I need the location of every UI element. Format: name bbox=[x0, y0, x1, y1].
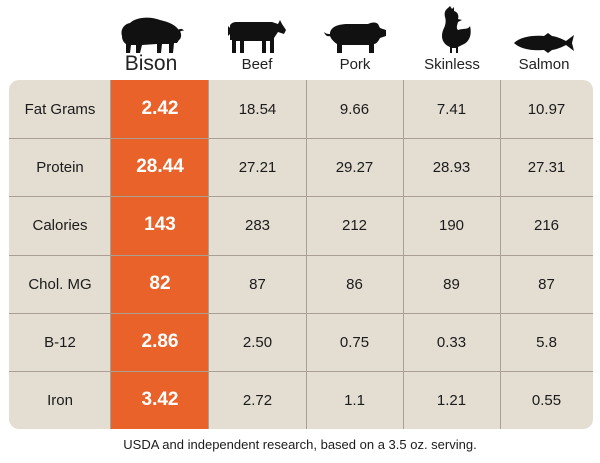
grid-hline bbox=[9, 138, 593, 139]
row-label: B-12 bbox=[44, 333, 76, 351]
column-header-pork: Pork bbox=[339, 56, 371, 73]
grid-vline bbox=[110, 80, 111, 429]
table-cell-bison: 2.42 bbox=[141, 98, 179, 119]
table-cell-beef: 87 bbox=[249, 275, 266, 293]
table-cell-beef: 2.50 bbox=[242, 333, 273, 351]
grid-hline bbox=[9, 196, 593, 197]
column-header-salmon: Salmon bbox=[518, 56, 570, 73]
row-label: Protein bbox=[36, 158, 84, 176]
table-cell-pork: 86 bbox=[346, 275, 363, 293]
column-header-bison: Bison bbox=[124, 52, 178, 75]
table-cell-beef: 2.72 bbox=[242, 391, 273, 409]
column-header-row: Bison Beef Pork Skinless Salmon bbox=[0, 0, 600, 78]
table-cell-skinless: 89 bbox=[443, 275, 460, 293]
row-label: Calories bbox=[32, 216, 88, 234]
table-cell-bison: 3.42 bbox=[141, 389, 179, 410]
table-cell-bison: 2.86 bbox=[141, 331, 179, 352]
table-cell-beef: 283 bbox=[244, 216, 271, 234]
column-header-beef: Beef bbox=[241, 56, 273, 73]
grid-vline bbox=[403, 80, 404, 429]
table-cell-skinless: 0.33 bbox=[436, 333, 467, 351]
table-cell-bison: 28.44 bbox=[136, 156, 184, 177]
fish-icon bbox=[500, 6, 588, 54]
table-cell-pork: 9.66 bbox=[339, 100, 370, 118]
table-cell-bison: 143 bbox=[144, 214, 176, 235]
table-cell-pork: 29.27 bbox=[335, 158, 374, 176]
row-label: Fat Grams bbox=[24, 100, 96, 118]
table-cell-bison: 82 bbox=[149, 273, 171, 294]
table-cell-salmon: 10.97 bbox=[527, 100, 566, 118]
chicken-icon bbox=[404, 6, 500, 54]
pig-icon bbox=[306, 6, 404, 54]
table-cell-salmon: 87 bbox=[538, 275, 555, 293]
nutrition-table: Fat Grams 2.42 18.54 9.66 7.41 10.97 Protein 28… bbox=[9, 80, 593, 429]
grid-hline bbox=[9, 255, 593, 256]
table-grid: Fat Grams 2.42 18.54 9.66 7.41 10.97 Protein 28… bbox=[9, 80, 593, 429]
row-label: Iron bbox=[47, 391, 73, 409]
table-cell-beef: 27.21 bbox=[238, 158, 277, 176]
grid-vline bbox=[306, 80, 307, 429]
grid-vline bbox=[500, 80, 501, 429]
table-cell-salmon: 5.8 bbox=[536, 333, 557, 351]
table-cell-skinless: 7.41 bbox=[436, 100, 467, 118]
grid-hline bbox=[9, 313, 593, 314]
table-cell-skinless: 28.93 bbox=[432, 158, 471, 176]
row-label: Chol. MG bbox=[28, 275, 92, 293]
table-cell-skinless: 1.21 bbox=[436, 391, 467, 409]
table-cell-pork: 212 bbox=[341, 216, 368, 234]
table-cell-pork: 0.75 bbox=[339, 333, 370, 351]
footnote: USDA and independent research, based on … bbox=[123, 437, 477, 452]
table-cell-salmon: 0.55 bbox=[531, 391, 562, 409]
table-cell-pork: 1.1 bbox=[344, 391, 365, 409]
bison-icon bbox=[106, 6, 196, 54]
column-header-skinless: Skinless bbox=[424, 56, 480, 73]
table-cell-salmon: 27.31 bbox=[527, 158, 566, 176]
table-cell-salmon: 216 bbox=[533, 216, 560, 234]
cow-icon bbox=[208, 6, 306, 54]
grid-hline bbox=[9, 371, 593, 372]
table-cell-skinless: 190 bbox=[438, 216, 465, 234]
grid-vline bbox=[208, 80, 209, 429]
table-cell-beef: 18.54 bbox=[238, 100, 277, 118]
